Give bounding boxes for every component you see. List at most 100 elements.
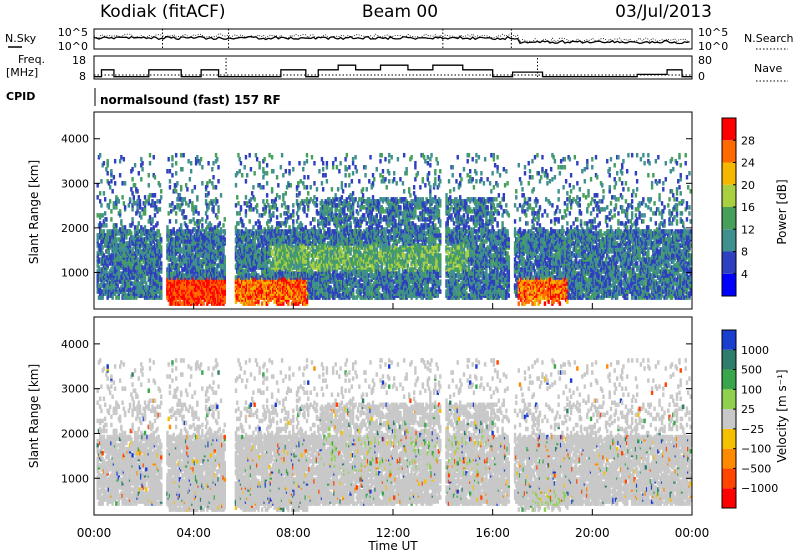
power-cell: [131, 191, 133, 196]
power-cell: [139, 203, 141, 208]
power-cell: [131, 207, 133, 212]
power-cell: [104, 197, 106, 202]
power-cell: [153, 155, 155, 160]
beam-title: Beam 00: [362, 2, 438, 22]
power-cell: [145, 281, 147, 286]
power-cell: [99, 213, 101, 218]
power-cell: [141, 167, 143, 172]
freq-tick-top: 18: [72, 54, 86, 67]
power-cell: [111, 295, 113, 300]
station-title: Kodiak (fitACF): [100, 2, 226, 22]
power-cell: [98, 265, 100, 270]
power-cell: [115, 205, 117, 210]
date-title: 03/Jul/2013: [615, 2, 712, 22]
power-cell: [158, 229, 160, 234]
power-cell: [160, 237, 162, 242]
power-cell: [106, 171, 108, 176]
power-cell: [129, 249, 131, 254]
power-cell: [109, 185, 111, 190]
freq-label: Freq.: [18, 53, 45, 66]
power-cell: [175, 161, 177, 166]
power-cell: [121, 283, 123, 288]
power-cell: [108, 181, 110, 186]
power-cell: [103, 161, 105, 166]
power-cell: [169, 169, 171, 174]
power-cell: [140, 215, 142, 220]
power-cell: [170, 209, 172, 214]
power-cell: [159, 207, 161, 212]
power-cell: [136, 257, 138, 262]
cpid-text: normalsound (fast) 157 RF: [100, 93, 281, 107]
power-cell: [175, 153, 177, 158]
power-cell: [139, 211, 141, 216]
power-cell: [121, 195, 123, 200]
power-cell: [101, 213, 103, 218]
power-cell: [120, 219, 122, 224]
power-cell: [175, 211, 177, 216]
power-cell: [96, 213, 98, 218]
power-cell: [98, 257, 100, 262]
power-cell: [130, 231, 132, 236]
power-cell: [116, 283, 118, 288]
power-cell: [169, 219, 171, 224]
power-cell: [144, 265, 146, 270]
power-cell: [108, 203, 110, 208]
freq-tick-bottom: 8: [79, 70, 86, 83]
power-cell: [100, 203, 102, 208]
power-cell: [96, 237, 98, 242]
freq-trace: [94, 58, 692, 79]
power-cell: [115, 295, 117, 300]
power-cell: [119, 209, 121, 214]
power-cell: [145, 199, 147, 204]
power-cell: [133, 195, 135, 200]
power-cell: [169, 185, 171, 190]
power-cell: [114, 159, 116, 164]
power-cell: [105, 167, 107, 172]
power-cell: [138, 171, 140, 176]
power-cell: [140, 225, 142, 230]
power-cell: [129, 197, 131, 202]
power-cell: [138, 221, 140, 226]
power-cell: [148, 201, 150, 206]
power-cell: [153, 225, 155, 230]
power-cell: [125, 267, 127, 272]
power-cell: [153, 259, 155, 264]
power-cell: [154, 213, 156, 218]
power-cell: [123, 201, 125, 206]
power-cell: [136, 225, 138, 230]
power-cell: [155, 205, 157, 210]
power-cell: [144, 207, 146, 212]
power-cell: [115, 223, 117, 228]
power-cell: [168, 239, 170, 244]
power-cell: [123, 237, 125, 242]
power-cell: [154, 193, 156, 198]
power-cell: [100, 229, 102, 234]
power-cell: [172, 227, 174, 232]
power-cell: [140, 177, 142, 182]
power-cell: [175, 189, 177, 194]
power-cell: [136, 199, 138, 204]
power-cell: [151, 217, 153, 222]
power-cell: [130, 281, 132, 286]
power-cell: [134, 163, 136, 168]
power-cell: [141, 207, 143, 212]
nave-label: Nave: [754, 62, 782, 75]
power-cell: [144, 225, 146, 230]
power-cell: [134, 183, 136, 188]
power-cell: [99, 191, 101, 196]
power-cell: [159, 233, 161, 238]
nave-tick-bottom: 0: [698, 70, 705, 83]
power-cell: [115, 237, 117, 242]
power-cell: [114, 181, 116, 186]
power-cell: [124, 225, 126, 230]
power-cell: [134, 201, 136, 206]
power-cell: [121, 181, 123, 186]
power-cell: [149, 193, 151, 198]
power-cell: [174, 205, 176, 210]
power-cell: [145, 261, 147, 266]
power-cell: [160, 195, 162, 200]
power-cell: [131, 247, 133, 252]
power-cell: [169, 179, 171, 184]
nsky-tick-bottom: 10^0: [58, 40, 88, 53]
power-cell: [131, 221, 133, 226]
